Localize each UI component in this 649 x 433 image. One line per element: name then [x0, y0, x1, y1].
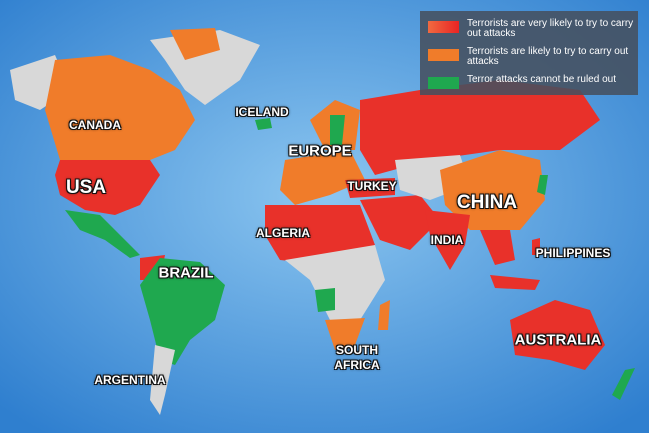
legend-swatch-red — [428, 21, 459, 33]
region-sweden — [330, 115, 345, 145]
region-russia — [360, 80, 600, 175]
legend-item-very-likely: Terrorists are very likely to try to car… — [428, 19, 637, 39]
region-canada-islands — [170, 28, 220, 60]
label-china: CHINA — [456, 192, 518, 213]
label-philippines: PHILIPPINES — [535, 246, 611, 260]
legend-label: Terrorists are very likely to try to car… — [467, 18, 634, 39]
region-canada — [45, 55, 195, 160]
label-south-africa: SOUTH AFRICA — [334, 343, 380, 372]
region-mexico — [65, 210, 140, 258]
region-southern-africa — [325, 318, 365, 350]
label-iceland: ICELAND — [235, 105, 289, 119]
region-greenland — [150, 30, 260, 105]
region-new-zealand — [612, 368, 635, 400]
label-turkey: TURKEY — [347, 179, 397, 193]
label-australia: AUSTRALIA — [514, 331, 602, 349]
region-usa — [55, 160, 160, 215]
label-europe: EUROPE — [288, 142, 352, 160]
region-brazil — [140, 258, 225, 365]
legend-item-likely: Terrorists are likely to try to carry ou… — [428, 47, 637, 67]
region-india — [425, 210, 470, 270]
region-australia — [510, 300, 605, 370]
region-japan — [537, 175, 548, 195]
region-iceland — [255, 118, 272, 130]
label-india: INDIA — [430, 233, 464, 247]
region-argentina — [150, 345, 175, 415]
region-middle-east — [360, 195, 440, 250]
region-southeast-asia — [480, 230, 515, 265]
region-china — [440, 150, 545, 230]
legend-swatch-orange — [428, 49, 459, 61]
region-madagascar — [378, 300, 390, 330]
legend-label: Terror attacks cannot be ruled out — [467, 74, 616, 85]
legend-item-cannot-rule-out: Terror attacks cannot be ruled out — [428, 75, 637, 89]
legend-label: Terrorists are likely to try to carry ou… — [467, 46, 629, 67]
label-argentina: ARGENTINA — [94, 373, 166, 387]
region-turkey — [345, 178, 395, 198]
region-philippines — [532, 238, 540, 255]
legend-swatch-green — [428, 77, 459, 89]
label-algeria: ALGERIA — [256, 226, 310, 240]
label-brazil: BRAZIL — [158, 264, 214, 282]
region-angola — [315, 288, 335, 312]
region-central-africa — [285, 245, 385, 320]
region-indonesia — [490, 275, 540, 290]
label-usa: USA — [65, 177, 107, 198]
region-europe — [280, 150, 365, 205]
legend: Terrorists are very likely to try to car… — [420, 11, 638, 95]
label-canada: CANADA — [69, 118, 121, 132]
